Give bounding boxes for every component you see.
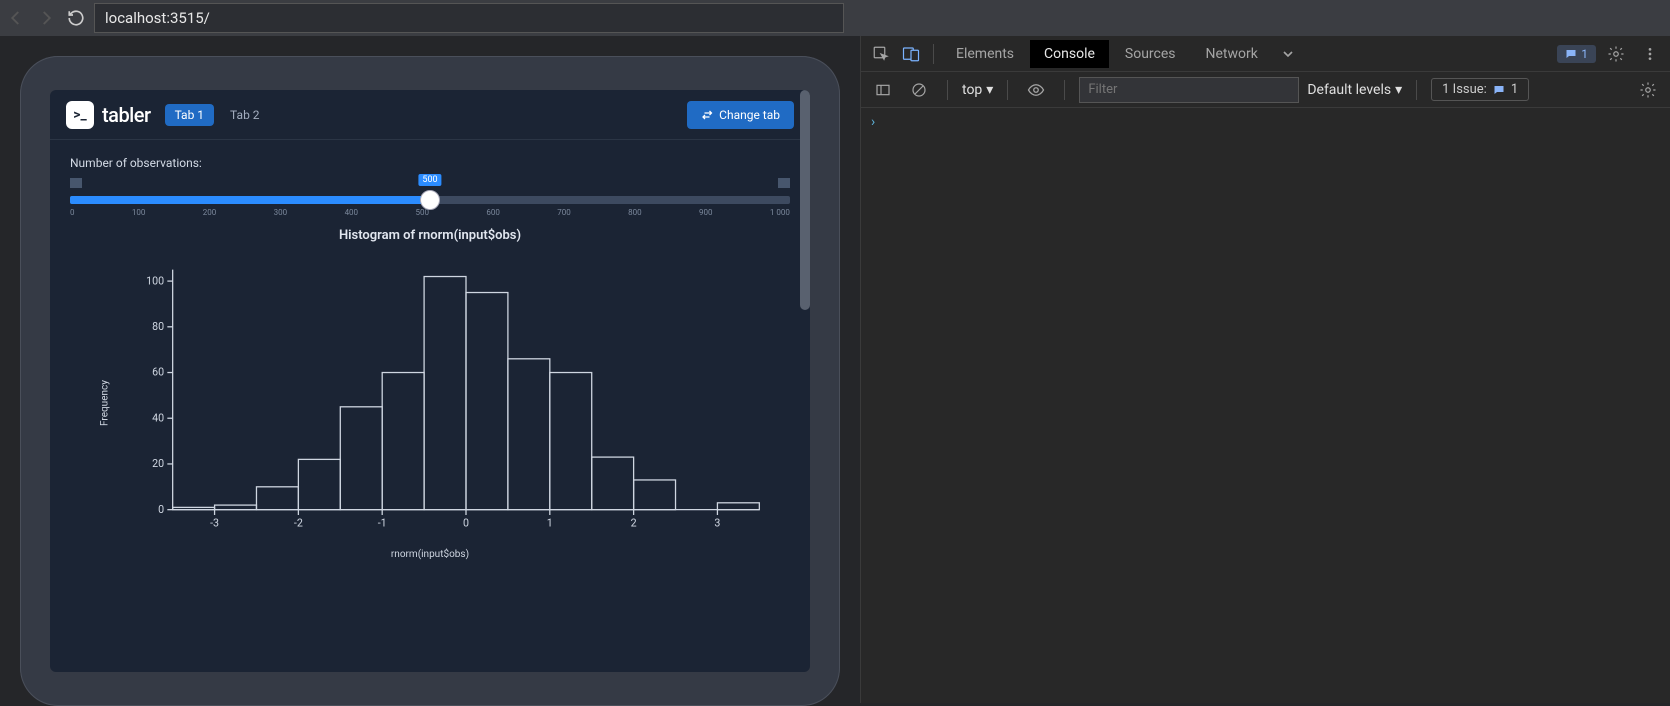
kebab-icon[interactable]	[1636, 40, 1664, 68]
svg-text:3: 3	[714, 517, 720, 530]
message-icon	[1565, 48, 1577, 60]
chevron-down-icon: ▾	[986, 82, 993, 98]
svg-text:0: 0	[158, 503, 164, 516]
slider-ticks: 01002003004005006007008009001 000	[70, 208, 790, 217]
back-button[interactable]	[4, 6, 28, 30]
tab-bar: Tab 1 Tab 2	[165, 104, 270, 126]
chart-ylabel: Frequency	[100, 380, 111, 426]
prompt-arrow-icon: ›	[871, 114, 875, 130]
browser-toolbar	[0, 0, 1670, 36]
change-tab-button[interactable]: Change tab	[687, 101, 794, 129]
slider-tooltip: 500	[418, 174, 441, 186]
context-select[interactable]: top ▾	[962, 82, 993, 98]
slider-label: Number of observations:	[70, 156, 790, 170]
url-input[interactable]	[94, 3, 844, 33]
svg-text:-2: -2	[294, 517, 303, 530]
console-toolbar: top ▾ Default levels ▾ 1 Issue: 1	[861, 72, 1670, 108]
chevron-down-icon: ▾	[1395, 82, 1402, 98]
inspect-icon[interactable]	[867, 40, 895, 68]
issues-count: 1	[1511, 82, 1518, 97]
levels-label: Default levels	[1307, 82, 1391, 98]
page-viewport: >_ tabler Tab 1 Tab 2 Change tab Number …	[0, 36, 860, 703]
svg-text:40: 40	[152, 411, 164, 424]
svg-text:0: 0	[463, 517, 469, 530]
live-expression-icon[interactable]	[1022, 76, 1050, 104]
svg-text:60: 60	[152, 366, 164, 379]
reload-button[interactable]	[64, 6, 88, 30]
messages-count: 1	[1581, 47, 1588, 61]
svg-text:2: 2	[631, 517, 637, 530]
scrollbar[interactable]	[800, 90, 810, 310]
issues-label: 1 Issue:	[1442, 82, 1487, 97]
logo: >_ tabler	[66, 101, 151, 129]
chart-xlabel: rnorm(input$obs)	[70, 549, 790, 560]
devtools-tabs: Elements Console Sources Network 1	[861, 36, 1670, 72]
messages-badge[interactable]: 1	[1557, 45, 1596, 63]
devtools: Elements Console Sources Network 1 top ▾	[860, 36, 1670, 703]
console-body[interactable]: ›	[861, 108, 1670, 703]
chart: Frequency 020406080100-3-2-10123	[130, 263, 770, 543]
tab-console[interactable]: Console	[1030, 40, 1109, 68]
clear-console-icon[interactable]	[905, 76, 933, 104]
tab-1[interactable]: Tab 1	[165, 104, 214, 126]
slider-max-box	[778, 178, 790, 188]
filter-input[interactable]	[1079, 77, 1299, 103]
forward-button[interactable]	[34, 6, 58, 30]
chart-title: Histogram of rnorm(input$obs)	[70, 228, 790, 243]
slider-fill	[70, 196, 430, 204]
svg-text:1: 1	[547, 517, 553, 530]
settings-icon[interactable]	[1602, 40, 1630, 68]
slider-min-box	[70, 178, 82, 188]
chart-svg: 0 20 40 60 80 100 -3 -2 -1 0 1 2 3	[130, 263, 770, 543]
app-header: >_ tabler Tab 1 Tab 2 Change tab	[50, 90, 810, 140]
slider[interactable]: 500 01002003004005006007008009001 000	[70, 178, 790, 214]
tab-sources[interactable]: Sources	[1111, 40, 1190, 68]
svg-text:80: 80	[152, 320, 164, 333]
sidebar-toggle-icon[interactable]	[869, 76, 897, 104]
more-tabs-icon[interactable]	[1274, 40, 1302, 68]
tab-2[interactable]: Tab 2	[220, 104, 269, 126]
tab-elements[interactable]: Elements	[942, 40, 1028, 68]
app-body: Number of observations: 500 010020030040…	[50, 140, 810, 672]
logo-text: tabler	[102, 103, 151, 127]
levels-select[interactable]: Default levels ▾	[1307, 82, 1402, 98]
device-toggle-icon[interactable]	[897, 40, 925, 68]
logo-mark-icon: >_	[66, 101, 94, 129]
swap-icon	[701, 109, 713, 121]
slider-thumb[interactable]	[420, 190, 440, 210]
svg-text:-1: -1	[378, 517, 387, 530]
device-frame: >_ tabler Tab 1 Tab 2 Change tab Number …	[20, 56, 840, 706]
app-root: >_ tabler Tab 1 Tab 2 Change tab Number …	[50, 90, 810, 672]
chart-card: Histogram of rnorm(input$obs) Frequency …	[70, 228, 790, 560]
tab-network[interactable]: Network	[1192, 40, 1272, 68]
issues-badge[interactable]: 1 Issue: 1	[1431, 78, 1529, 101]
console-settings-icon[interactable]	[1634, 76, 1662, 104]
svg-text:100: 100	[146, 274, 164, 287]
context-label: top	[962, 82, 982, 98]
svg-text:-3: -3	[210, 517, 219, 530]
change-tab-label: Change tab	[719, 108, 780, 122]
svg-text:20: 20	[152, 457, 164, 470]
message-icon	[1493, 84, 1505, 96]
